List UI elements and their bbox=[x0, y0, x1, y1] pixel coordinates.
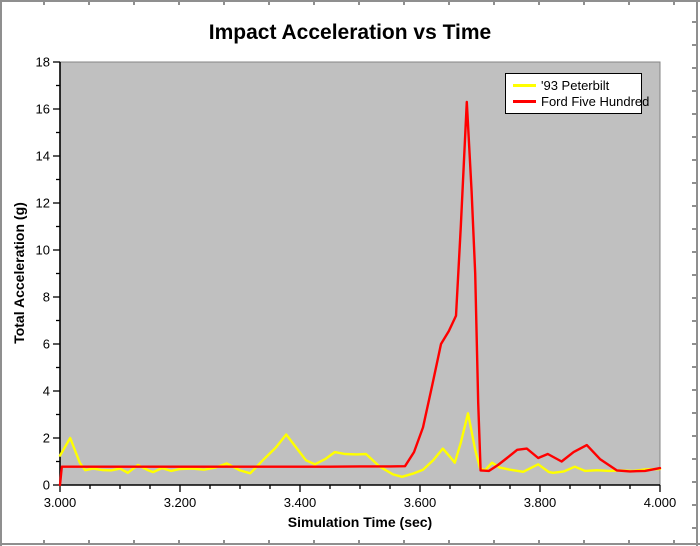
y-tick-label: 8 bbox=[43, 290, 50, 305]
y-axis-title: Total Acceleration (g) bbox=[11, 202, 27, 344]
legend-label-peterbilt: '93 Peterbilt bbox=[541, 77, 610, 93]
legend-label-ford: Ford Five Hundred bbox=[541, 94, 650, 110]
legend-swatch-peterbilt-line-icon bbox=[513, 83, 536, 87]
y-tick-label: 18 bbox=[36, 55, 50, 70]
legend: '93 Peterbilt Ford Five Hundred bbox=[505, 73, 649, 114]
y-tick-label: 14 bbox=[36, 149, 50, 164]
series-line-1 bbox=[58, 100, 662, 487]
x-tick-label: 4.000 bbox=[644, 495, 677, 510]
worksheet-gridline-bottom bbox=[0, 543, 700, 545]
y-tick-label: 10 bbox=[36, 243, 50, 258]
x-axis-title: Simulation Time (sec) bbox=[287, 514, 433, 530]
x-tick-label: 3.200 bbox=[164, 495, 197, 510]
x-tick-label: 3.800 bbox=[524, 495, 557, 510]
worksheet-gridline-right-ticks bbox=[692, 0, 696, 546]
plot-background bbox=[59, 61, 661, 486]
y-tick-label: 6 bbox=[43, 337, 50, 352]
worksheet-gridline-top bbox=[0, 0, 700, 2]
series-line-0 bbox=[58, 412, 662, 478]
y-tick-label: 2 bbox=[43, 431, 50, 446]
worksheet-gridline-top-ticks bbox=[0, 2, 700, 5]
chart-title: Impact Acceleration vs Time bbox=[208, 21, 492, 44]
x-tick-label: 3.400 bbox=[284, 495, 317, 510]
legend-swatch-ford-line-icon bbox=[513, 100, 536, 104]
y-tick-label: 16 bbox=[36, 102, 50, 117]
y-tick-label: 0 bbox=[43, 478, 50, 493]
x-tick-label: 3.600 bbox=[404, 495, 437, 510]
worksheet-gridline-bottom-ticks bbox=[0, 540, 700, 543]
legend-entry-ford: Ford Five Hundred bbox=[513, 94, 649, 109]
x-tick-label: 3.000 bbox=[44, 495, 77, 510]
y-tick-label: 12 bbox=[36, 196, 50, 211]
worksheet-gridline-right bbox=[696, 0, 698, 546]
legend-entry-peterbilt: '93 Peterbilt bbox=[513, 78, 634, 93]
worksheet-gridline-left bbox=[0, 0, 2, 546]
y-tick-label: 4 bbox=[43, 384, 50, 399]
